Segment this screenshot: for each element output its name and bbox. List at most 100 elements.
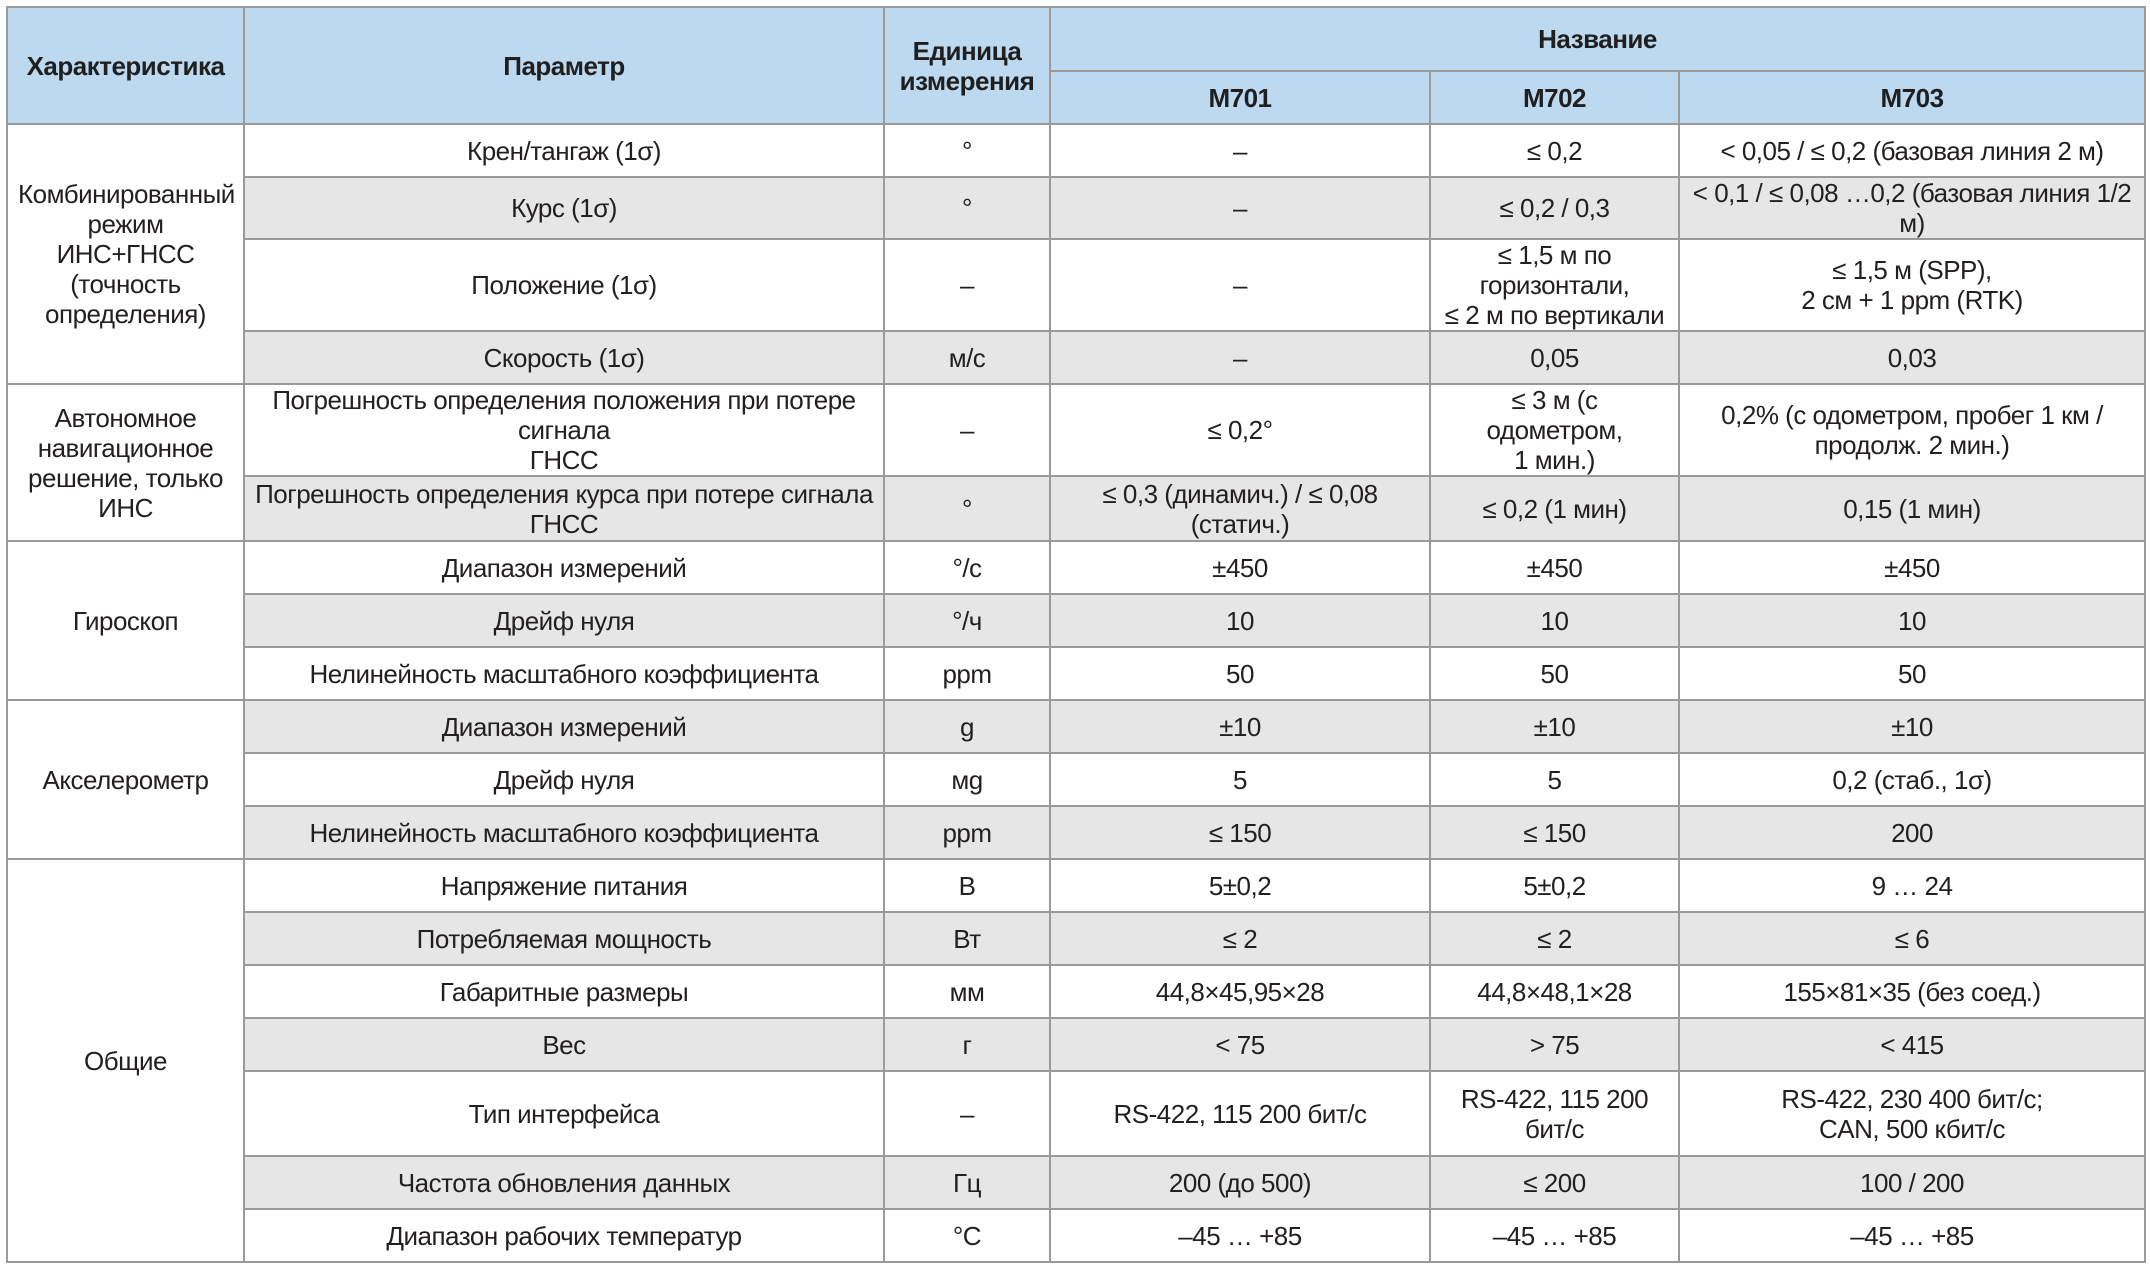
header-row: Характеристика Параметр Единица измерени… <box>6 6 2147 125</box>
cell-unit: ppm <box>883 805 1051 860</box>
cell-unit: ppm <box>883 646 1051 701</box>
table-row: Нелинейность масштабного коэффициента pp… <box>7 646 2147 701</box>
cell-param: Габаритные размеры <box>243 964 885 1019</box>
cell-param: Скорость (1σ) <box>243 330 885 385</box>
cell-m703: 0,03 <box>1677 330 2147 385</box>
cell-m703: 200 <box>1677 805 2147 860</box>
cell-m703: 10 <box>1677 593 2147 648</box>
cell-m701: ≤ 150 <box>1049 805 1431 860</box>
cell-m701: 5 <box>1049 752 1431 807</box>
cell-unit: Вт <box>883 911 1051 966</box>
table-row: Положение (1σ) – – ≤ 1,5 м по горизонтал… <box>7 238 2147 332</box>
table-row: Вес г < 75 > 75 < 415 <box>7 1017 2147 1072</box>
table-row: Акселерометр Диапазон измерений g ±10 ±1… <box>6 699 2147 860</box>
table-row: Тип интерфейса – RS-422, 115 200 бит/с R… <box>7 1070 2147 1157</box>
cell-m702: 50 <box>1429 646 1680 701</box>
cell-m702: –45 … +85 <box>1429 1208 1680 1263</box>
cell-unit: г <box>883 1017 1051 1072</box>
cell-m703: 0,15 (1 мин) <box>1677 475 2147 542</box>
cell-m703: 155×81×35 (без соед.) <box>1677 964 2147 1019</box>
cell-m703: ≤ 6 <box>1677 911 2147 966</box>
cell-m702: RS-422, 115 200 бит/с <box>1429 1070 1680 1157</box>
cell-m701: – <box>1049 330 1431 385</box>
cell-m701: –45 … +85 <box>1049 1208 1431 1263</box>
cell-m703: 0,2% (с одометром, пробег 1 км / продолж… <box>1677 383 2147 477</box>
cell-unit: – <box>883 238 1051 332</box>
cell-m702: ≤ 150 <box>1429 805 1680 860</box>
table-row: Нелинейность масштабного коэффициента pp… <box>7 805 2147 860</box>
cell-m702: ≤ 3 м (с одометром, 1 мин.) <box>1429 383 1680 477</box>
table-row: Дрейф нуля °/ч 10 10 10 <box>7 593 2147 648</box>
cell-m703: 0,2 (стаб., 1σ) <box>1677 752 2147 807</box>
cell-m702: ±10 <box>1429 699 1680 754</box>
cell-param: Дрейф нуля <box>243 593 885 648</box>
cell-m701: ≤ 0,2° <box>1049 383 1431 477</box>
cell-m702: 5 <box>1429 752 1680 807</box>
cell-m702: ≤ 2 <box>1429 911 1680 966</box>
cell-m703: 9 … 24 <box>1677 858 2147 913</box>
cell-m701: 5±0,2 <box>1049 858 1431 913</box>
cell-param: Частота обновления данных <box>243 1155 885 1210</box>
cell-unit: °/с <box>883 540 1051 595</box>
table-row: Диапазон рабочих температур °С –45 … +85… <box>7 1208 2147 1263</box>
header-model-m701: M701 <box>1049 70 1431 125</box>
header-parameter: Параметр <box>243 6 885 125</box>
table-row: Погрешность определения курса при потере… <box>7 475 2147 542</box>
table-row: Скорость (1σ) м/с – 0,05 0,03 <box>7 330 2147 385</box>
cell-m701: RS-422, 115 200 бит/с <box>1049 1070 1431 1157</box>
header-name: Название <box>1048 6 2147 72</box>
cell-m703: ±450 <box>1677 540 2147 595</box>
cell-m702: 0,05 <box>1429 330 1680 385</box>
cell-m701: 200 (до 500) <box>1049 1155 1431 1210</box>
cell-m701: ±450 <box>1049 540 1431 595</box>
cell-m703: ≤ 1,5 м (SPP), 2 см + 1 ppm (RTK) <box>1677 238 2147 332</box>
cell-unit: °/ч <box>883 593 1051 648</box>
cell-unit: мg <box>883 752 1051 807</box>
cell-param: Погрешность определения положения при по… <box>243 383 885 477</box>
cell-m703: 100 / 200 <box>1677 1155 2147 1210</box>
cell-m702: ≤ 200 <box>1429 1155 1680 1210</box>
table-row: Гироскоп Диапазон измерений °/с ±450 ±45… <box>6 540 2147 701</box>
cell-param: Курс (1σ) <box>243 176 885 240</box>
table-row: Дрейф нуля мg 5 5 0,2 (стаб., 1σ) <box>7 752 2147 807</box>
cell-m701: < 75 <box>1049 1017 1431 1072</box>
cell-unit: м/с <box>883 330 1051 385</box>
table-row: Автономное навигационное решение, только… <box>6 383 2147 542</box>
cell-m701: ±10 <box>1049 699 1431 754</box>
cell-param: Тип интерфейса <box>243 1070 885 1157</box>
header-model-m702: M702 <box>1429 70 1680 125</box>
cell-m701: 50 <box>1049 646 1431 701</box>
cell-m703: < 0,05 / ≤ 0,2 (базовая линия 2 м) <box>1677 123 2147 178</box>
cell-unit: ° <box>883 123 1051 178</box>
cell-m702: > 75 <box>1429 1017 1680 1072</box>
header-model-m703: M703 <box>1677 70 2147 125</box>
cell-param: Вес <box>243 1017 885 1072</box>
header-unit: Единица измерения <box>883 6 1051 125</box>
header-models-row: M701 M702 M703 <box>7 70 2147 125</box>
spec-table-container: Характеристика Параметр Единица измерени… <box>6 6 2147 1263</box>
cell-param: Нелинейность масштабного коэффициента <box>243 646 885 701</box>
cell-m701: ≤ 0,3 (динамич.) / ≤ 0,08 (статич.) <box>1049 475 1431 542</box>
cell-m703: 50 <box>1677 646 2147 701</box>
cell-m702: ≤ 0,2 (1 мин) <box>1429 475 1680 542</box>
cell-m701: – <box>1049 238 1431 332</box>
group-label-gyroscope: Гироскоп <box>6 540 245 701</box>
table-row: Общие Напряжение питания В 5±0,2 5±0,2 9… <box>6 858 2147 1263</box>
cell-m702: ≤ 0,2 <box>1429 123 1680 178</box>
cell-param: Положение (1σ) <box>243 238 885 332</box>
spec-table: Характеристика Параметр Единица измерени… <box>6 6 2147 1263</box>
cell-param: Диапазон измерений <box>243 699 885 754</box>
cell-param: Диапазон рабочих температур <box>243 1208 885 1263</box>
table-row: Частота обновления данных Гц 200 (до 500… <box>7 1155 2147 1210</box>
table-row: Комбинированный режим ИНС+ГНСС (точность… <box>6 123 2147 385</box>
cell-m703: –45 … +85 <box>1677 1208 2147 1263</box>
cell-m702: ≤ 0,2 / 0,3 <box>1429 176 1680 240</box>
cell-param: Диапазон измерений <box>243 540 885 595</box>
table-row: Потребляемая мощность Вт ≤ 2 ≤ 2 ≤ 6 <box>7 911 2147 966</box>
cell-m701: 10 <box>1049 593 1431 648</box>
cell-unit: – <box>883 383 1051 477</box>
cell-unit: – <box>883 1070 1051 1157</box>
cell-param: Крен/тангаж (1σ) <box>243 123 885 178</box>
cell-m702: 44,8×48,1×28 <box>1429 964 1680 1019</box>
cell-param: Нелинейность масштабного коэффициента <box>243 805 885 860</box>
